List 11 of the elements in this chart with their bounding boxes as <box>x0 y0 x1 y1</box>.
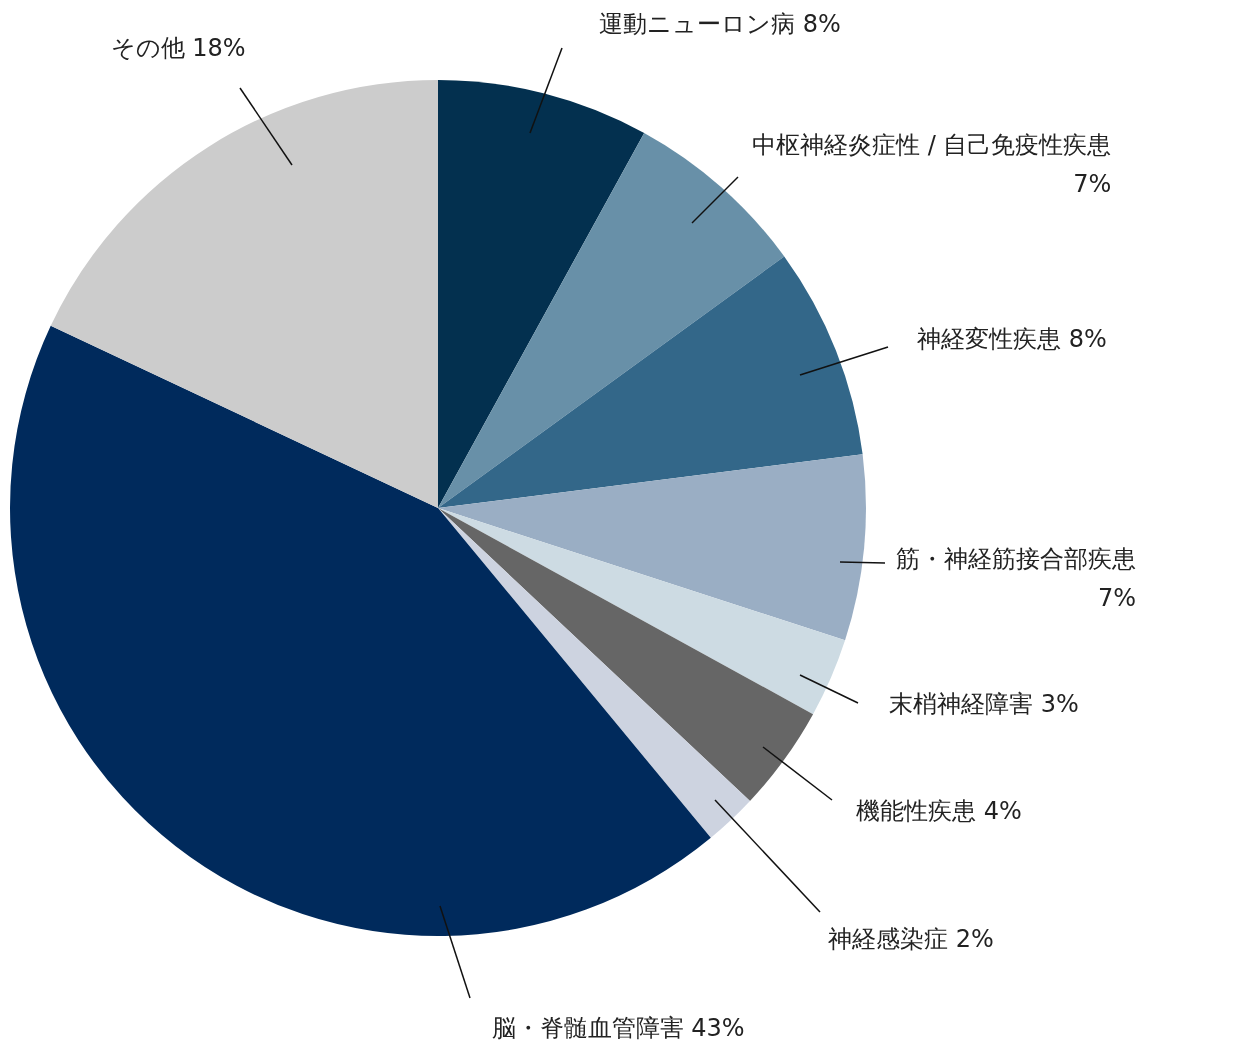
slice-label: その他 18% <box>110 34 246 63</box>
slice-label: 脳・脊髄血管障害 43% <box>491 1014 745 1043</box>
slice-label: 中枢神経炎症性 / 自己免疫性疾患 <box>752 131 1112 160</box>
slice-label: 神経感染症 2% <box>828 925 994 954</box>
slice-label: 運動ニューロン病 8% <box>599 10 841 39</box>
slice-label: 神経変性疾患 8% <box>917 325 1107 354</box>
data-label: 7% <box>1073 170 1112 199</box>
slice-label: 末梢神経障害 3% <box>889 690 1079 719</box>
slice-label: 機能性疾患 4% <box>856 797 1022 826</box>
data-label: 7% <box>1097 584 1136 613</box>
slice-label: 筋・神経筋接合部疾患 <box>896 545 1136 574</box>
